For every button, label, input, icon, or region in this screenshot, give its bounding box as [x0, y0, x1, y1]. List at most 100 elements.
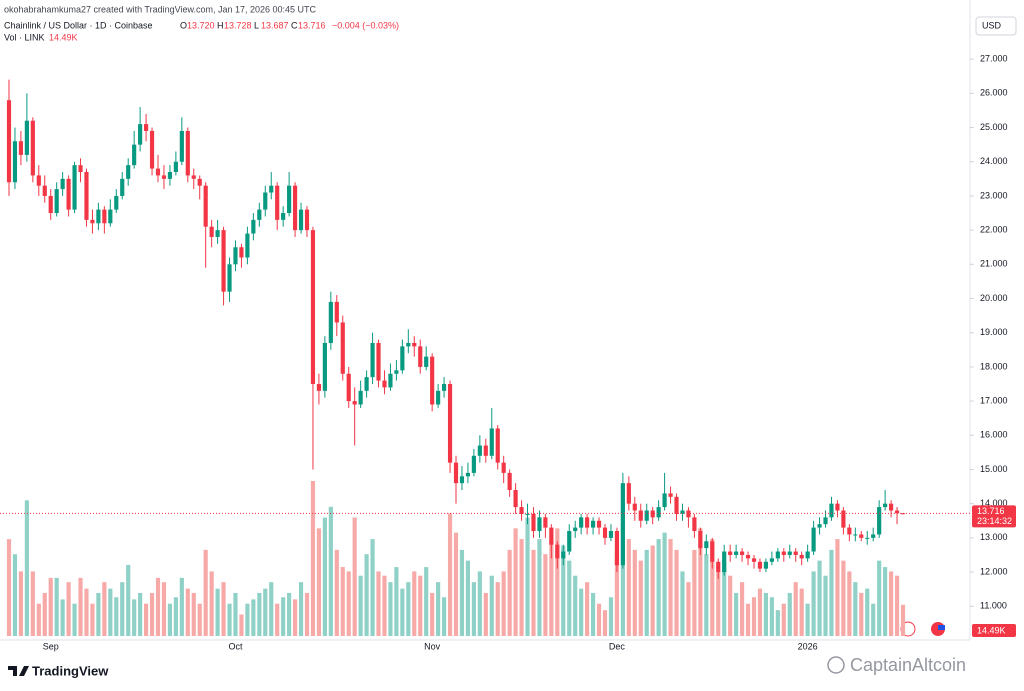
volume-bar — [614, 549, 620, 636]
candle-body — [24, 120, 29, 155]
x-tick-label: Oct — [228, 641, 243, 651]
volume-bar — [894, 575, 900, 636]
volume-bar — [471, 582, 476, 636]
y-tick-label: 16.000 — [980, 430, 1008, 440]
candle-body — [120, 178, 125, 196]
volume-bar — [567, 560, 572, 636]
volume-bar — [877, 560, 882, 636]
volume-bar — [871, 603, 876, 636]
volume-bar — [692, 549, 697, 636]
candle-body — [197, 178, 202, 186]
candle-body — [436, 390, 441, 405]
candle-body — [203, 185, 208, 227]
volume-bar — [269, 582, 274, 636]
brand-name: TradingView — [32, 663, 109, 678]
candle-body — [6, 100, 12, 183]
volume-bar — [799, 588, 804, 636]
volume-bar — [465, 560, 471, 636]
candle-body — [72, 165, 77, 210]
currency-box[interactable] — [975, 16, 1017, 36]
volume-bar — [739, 582, 745, 636]
candle-body — [48, 195, 53, 214]
volume-bar — [30, 571, 35, 636]
candle-body — [495, 428, 500, 463]
candle-body — [185, 130, 190, 176]
volume-bar — [388, 582, 393, 636]
volume-bar — [579, 588, 584, 636]
volume-bar — [596, 603, 602, 636]
candle-body — [352, 401, 357, 405]
candle-body — [877, 507, 882, 535]
ohlc-key: O — [180, 20, 187, 30]
candle-body — [751, 558, 757, 562]
candle-body — [292, 185, 298, 231]
candle-body — [853, 534, 858, 536]
volume-bar — [507, 549, 512, 636]
candle-body — [513, 489, 518, 508]
candle-body — [519, 507, 524, 514]
brand-logo — [8, 666, 29, 676]
volume-bar — [781, 603, 786, 636]
x-tick-label: Nov — [424, 641, 441, 651]
candle-body — [370, 342, 375, 378]
volume-bar — [281, 597, 286, 636]
candle-body — [126, 165, 131, 179]
volume-bar — [555, 528, 560, 636]
candle-body — [209, 226, 214, 237]
candle-body — [233, 247, 238, 265]
volume-bar — [42, 592, 47, 636]
volume-bar — [406, 582, 411, 636]
volume-bar — [48, 577, 53, 636]
candle-body — [799, 554, 804, 559]
candle-body — [871, 534, 876, 538]
candle-body — [54, 189, 59, 214]
candle-body — [84, 171, 89, 220]
ohlc-value: 13.716 — [298, 20, 326, 30]
candle-body — [36, 175, 41, 186]
volume-bar — [370, 539, 375, 636]
candle-body — [316, 383, 322, 391]
candle-body — [644, 510, 649, 521]
volume-bar — [680, 571, 685, 636]
volume-bar — [686, 582, 691, 636]
volume-bar — [793, 582, 798, 636]
candle-body — [781, 551, 786, 555]
volume-bar — [54, 577, 59, 636]
volume-bar — [6, 539, 12, 636]
candle-body — [650, 510, 655, 518]
volume-bar — [668, 539, 673, 636]
candle-body — [269, 185, 274, 193]
volume-bar — [90, 603, 95, 636]
volume-bar — [334, 549, 339, 636]
candle-body — [763, 561, 769, 569]
volume-bar — [66, 582, 71, 636]
volume-bar — [805, 603, 810, 636]
candle-body — [739, 551, 745, 555]
volume-bar — [626, 539, 631, 636]
candle-body — [447, 383, 453, 463]
volume-bar — [84, 588, 89, 636]
candle-body — [143, 124, 149, 131]
volume-bar — [763, 592, 769, 636]
candle-body — [418, 346, 423, 367]
candle-body — [215, 230, 220, 237]
volume-bar — [316, 528, 322, 636]
volume-bar — [447, 513, 453, 636]
candle-body — [251, 219, 256, 234]
candle-body — [346, 373, 351, 402]
candle-body — [841, 510, 846, 528]
flag-icon-part — [938, 625, 945, 630]
volume-bar — [352, 517, 357, 636]
volume-badge — [972, 624, 1016, 637]
change: −0.004 (−0.03%) — [332, 20, 399, 30]
volume-bar — [656, 539, 661, 636]
volume-bar — [340, 567, 345, 636]
candle-body — [161, 175, 167, 179]
candle-body — [835, 503, 840, 511]
price-badge — [972, 505, 1016, 528]
candle-body — [543, 517, 548, 528]
candle-body — [328, 301, 333, 343]
candle-body — [483, 445, 488, 456]
candle-body — [459, 476, 465, 484]
candle-body — [412, 342, 417, 347]
